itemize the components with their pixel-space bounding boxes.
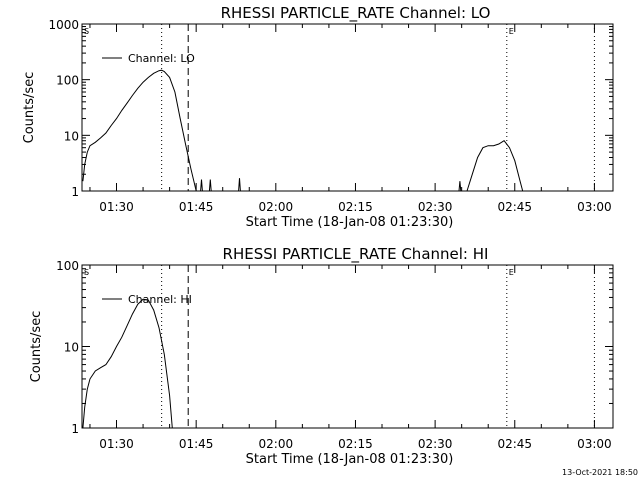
timestamp-footer: 13-Oct-2021 18:50 [562,468,638,477]
x-tick-label: 02:30 [418,437,453,451]
start-marker-label: S [84,27,89,36]
x-tick-label: 02:00 [259,437,294,451]
x-tick-label: 01:45 [179,200,214,214]
y-tick-label: 100 [56,259,79,273]
legend-label: Channel: HI [128,293,192,306]
lo-channel-panel: RHESSI PARTICLE_RATE Channel: LO Counts/s… [22,4,614,230]
x-tick-label: 03:00 [577,437,612,451]
x-tick-label: 02:15 [338,200,373,214]
y-tick-label: 100 [56,74,79,88]
x-tick-label: 02:45 [497,200,532,214]
x-tick-label: 02:45 [497,437,532,451]
end-marker-label: E [509,27,514,36]
chart-title: RHESSI PARTICLE_RATE Channel: HI [223,245,489,264]
data-line-segment [200,179,203,192]
x-tick-label: 02:15 [338,437,373,451]
x-tick-label: 03:00 [577,200,612,214]
data-line-segment [208,179,212,192]
data-line-segment [238,178,241,192]
x-tick-label: 02:30 [418,200,453,214]
y-tick-label: 1 [71,422,79,436]
chart-title: RHESSI PARTICLE_RATE Channel: LO [221,4,491,23]
y-axis-label: Counts/sec [29,311,44,383]
x-tick-label: 01:45 [179,437,214,451]
x-tick-label: 02:00 [259,200,294,214]
data-line-segment [82,298,173,429]
x-tick-label: 01:30 [99,437,134,451]
y-tick-label: 10 [64,129,79,143]
x-axis-label: Start Time (18-Jan-08 01:23:30) [246,452,454,467]
start-marker-label: S [84,268,89,277]
x-axis-label: Start Time (18-Jan-08 01:23:30) [246,215,454,230]
y-tick-label: 1000 [48,18,79,32]
hi-channel-panel: RHESSI PARTICLE_RATE Channel: HI Counts/s… [29,245,614,467]
plot-frame [81,23,614,192]
data-line-segment [82,69,197,192]
data-line-segment [466,140,524,192]
y-axis-label: Counts/sec [22,72,37,144]
y-tick-label: 1 [71,185,79,199]
x-tick-label: 01:30 [99,200,134,214]
y-tick-label: 10 [64,341,79,355]
data-line-segment [458,181,462,192]
end-marker-label: E [509,268,514,277]
legend-label: Channel: LO [128,52,195,65]
